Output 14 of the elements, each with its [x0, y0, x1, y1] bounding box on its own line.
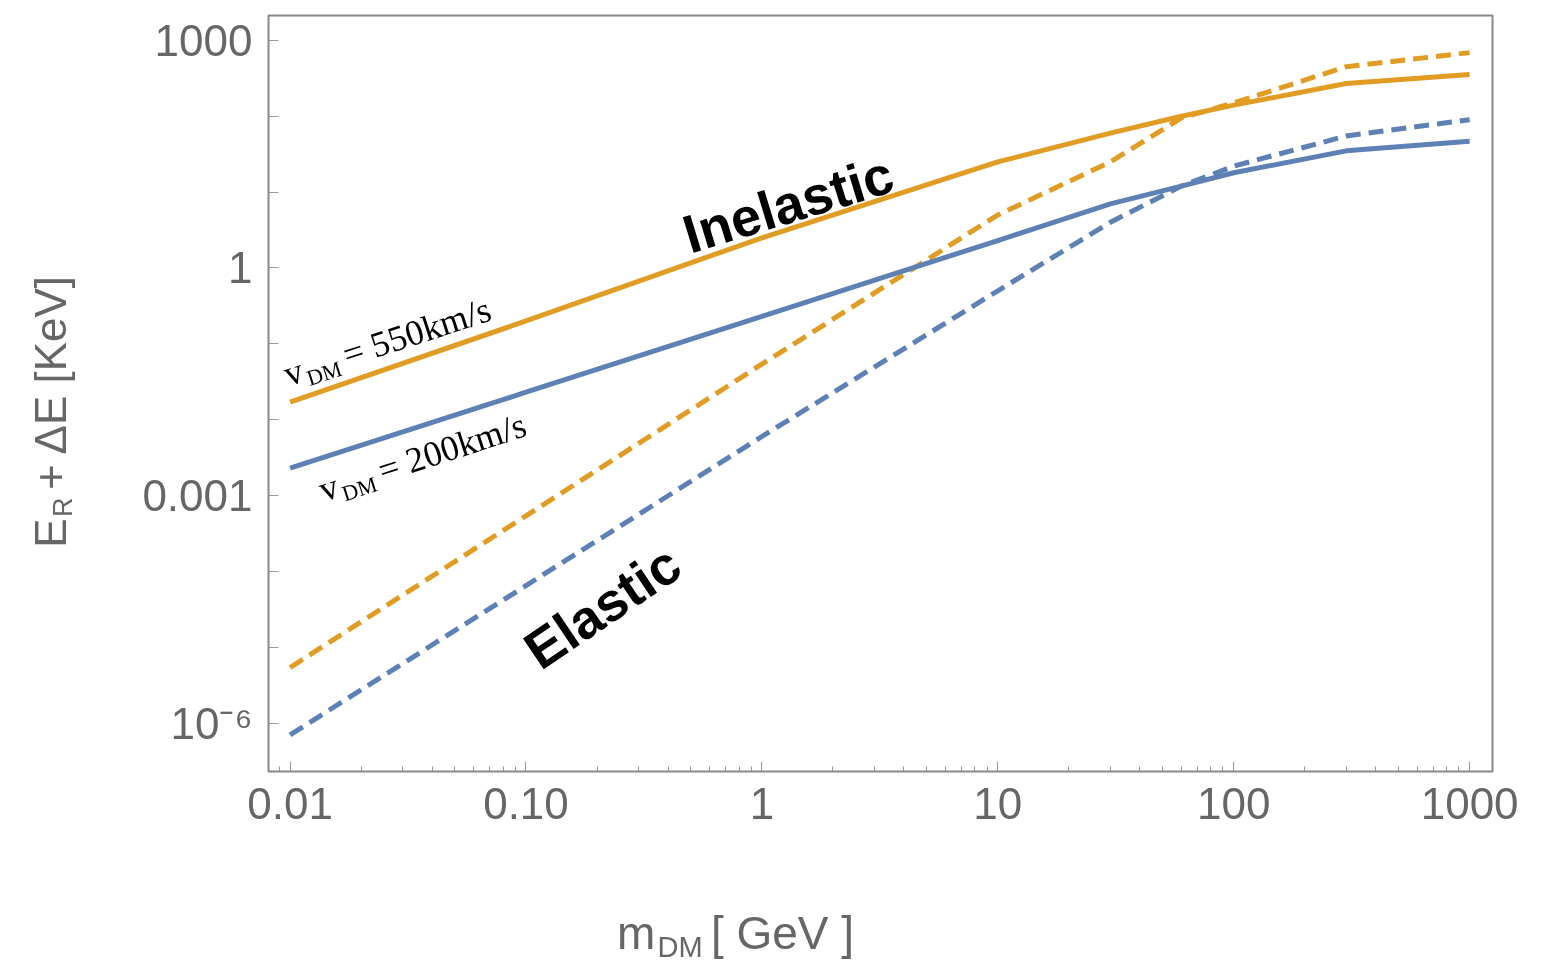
y-tick-label: 1	[228, 243, 253, 293]
x-tick-label: 10	[973, 778, 1023, 828]
annotation: vDM = 550km/s	[278, 289, 496, 394]
annotation: vDM = 200km/s	[313, 404, 531, 510]
y-tick-label: 1000	[154, 15, 253, 65]
x-tick-label: 1000	[1420, 778, 1519, 828]
x-tick-label: 0.01	[247, 778, 333, 828]
x-tick-label: 100	[1197, 778, 1271, 828]
y-tick-label: 0.001	[142, 471, 253, 521]
y-tick-label: 10⁻⁶	[170, 698, 253, 748]
annotation: Inelastic	[676, 143, 901, 265]
x-tick-label: 1	[749, 778, 775, 828]
y-axis-title: ER + ΔE [KeV]	[25, 275, 79, 548]
x-tick-label: 0.10	[483, 778, 569, 828]
